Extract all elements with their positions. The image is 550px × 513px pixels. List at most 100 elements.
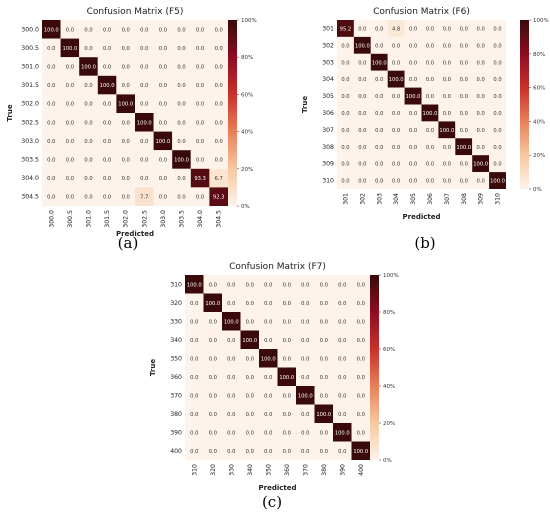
cell-value-label: 0.0 <box>140 102 148 108</box>
heatmap-cell <box>209 38 228 58</box>
cell-value-label: 0.0 <box>375 26 383 32</box>
heatmap-cell <box>135 131 154 151</box>
cell-value-label: 0.0 <box>140 176 148 182</box>
cell-value-label: 0.0 <box>320 393 328 399</box>
heatmap-cell <box>42 75 61 95</box>
cell-value-label: 0.0 <box>341 111 349 117</box>
heatmap-cell <box>421 36 439 54</box>
heatmap-cell <box>135 75 154 95</box>
heatmap-cell <box>489 104 506 122</box>
cell-value-label: 0.0 <box>246 282 254 288</box>
y-tick-label: 302.5 <box>21 119 39 126</box>
heatmap-cell <box>353 172 371 189</box>
heatmap-cell <box>259 404 278 423</box>
heatmap-cell <box>203 312 222 331</box>
cell-value-label: 0.0 <box>264 338 272 344</box>
heatmap-cell <box>153 57 173 76</box>
heatmap-cell <box>387 121 405 139</box>
heatmap-cell <box>404 20 422 37</box>
cell-value-label: 0.0 <box>283 430 291 436</box>
cell-value-label: 0.0 <box>392 43 400 49</box>
heatmap-cell <box>209 150 228 169</box>
heatmap-cell <box>153 38 173 58</box>
heatmap-cell <box>259 312 278 331</box>
cell-value-label: 0.0 <box>196 46 204 52</box>
heatmap-cell <box>190 131 210 151</box>
cell-value-label: 0.0 <box>196 120 204 126</box>
cell-value-label: 100.0 <box>335 430 350 436</box>
cell-value-label: 0.0 <box>443 26 451 32</box>
cell-value-label: 0.0 <box>477 179 485 185</box>
caption-b: (b) <box>414 234 435 252</box>
heatmap-cell <box>455 70 473 88</box>
colorbar-tick-label: 40% <box>533 119 545 125</box>
cell-value-label: 7.7 <box>140 195 148 201</box>
y-tick-label: 304 <box>322 76 334 83</box>
cell-value-label: 100.0 <box>100 83 115 89</box>
cell-value-label: 0.0 <box>477 111 485 117</box>
cell-value-label: 0.0 <box>477 77 485 83</box>
colorbar-tick-label: 60% <box>241 92 253 98</box>
cell-value-label: 0.0 <box>460 162 468 168</box>
cell-value-label: 0.0 <box>409 60 417 66</box>
heatmap-cell <box>296 330 315 349</box>
cell-value-label: 0.0 <box>301 430 309 436</box>
heatmap-cell <box>351 275 370 294</box>
heatmap-cell <box>60 38 80 58</box>
colorbar-tick-label: 40% <box>383 384 395 390</box>
cell-value-label: 0.0 <box>227 282 235 288</box>
cell-value-label: 0.0 <box>227 412 235 418</box>
heatmap-cell <box>421 20 439 37</box>
heatmap-cell <box>135 187 154 206</box>
heatmap-cell <box>42 113 61 132</box>
heatmap-cell <box>351 293 370 312</box>
heatmap-cell <box>277 330 296 349</box>
heatmap-cell <box>97 20 117 39</box>
heatmap-cell <box>277 293 296 312</box>
x-tick-label: 303.5 <box>179 210 186 228</box>
y-tick-label: 330 <box>170 318 182 325</box>
y-tick-label: 300.0 <box>21 26 39 33</box>
y-tick-label: 306 <box>322 110 334 117</box>
heatmap-cell <box>209 131 228 151</box>
heatmap-cell <box>370 70 388 88</box>
x-tick-label: 310 <box>191 464 198 476</box>
cell-value-label: 0.0 <box>443 77 451 83</box>
heatmap-cell <box>314 404 333 423</box>
cell-value-label: 0.0 <box>196 27 204 33</box>
cell-value-label: 100.0 <box>473 162 488 168</box>
y-tick-label: 309 <box>322 161 334 168</box>
cell-value-label: 0.0 <box>215 83 223 89</box>
cell-value-label: 0.0 <box>84 46 92 52</box>
cell-value-label: 0.0 <box>301 356 309 362</box>
heatmap-cell <box>240 330 259 349</box>
x-tick-label: 360 <box>284 464 291 476</box>
cell-value-label: 0.0 <box>177 65 185 71</box>
cell-value-label: 0.0 <box>392 111 400 117</box>
cell-value-label: 0.0 <box>493 128 501 134</box>
cell-value-label: 0.0 <box>122 27 130 33</box>
x-tick-label: 300.0 <box>48 210 55 228</box>
cell-value-label: 0.0 <box>66 83 74 89</box>
heatmap-cell <box>153 94 173 113</box>
cell-value-label: 0.0 <box>426 43 434 49</box>
heatmap-cell <box>79 57 98 76</box>
cell-value-label: 0.0 <box>246 375 254 381</box>
heatmap-cell <box>60 168 80 188</box>
heatmap-cell <box>421 138 439 156</box>
cell-value-label: 0.0 <box>246 412 254 418</box>
cell-value-label: 0.0 <box>122 83 130 89</box>
heatmap-cell <box>351 386 370 405</box>
cell-value-label: 0.0 <box>426 162 434 168</box>
heatmap-cell <box>438 155 456 173</box>
x-tick-label: 310 <box>495 193 502 205</box>
colorbar-tick-label: 0% <box>383 458 392 464</box>
cell-value-label: 0.0 <box>426 77 434 83</box>
heatmap-cell <box>296 423 315 442</box>
heatmap-cell <box>351 330 370 349</box>
heatmap-cell <box>240 386 259 405</box>
heatmap-cell <box>296 404 315 423</box>
heatmap-cell <box>421 121 439 139</box>
y-tick-label: 340 <box>170 337 182 344</box>
cell-value-label: 0.0 <box>358 26 366 32</box>
